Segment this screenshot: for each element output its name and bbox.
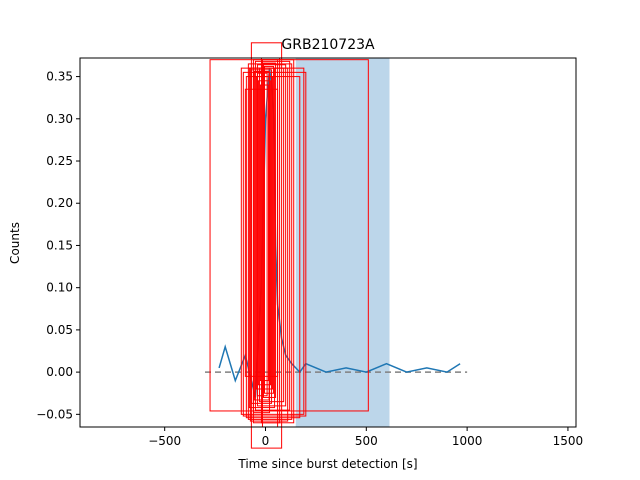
detection-box-23 [256,72,268,397]
detection-box-20 [248,67,276,409]
y-tick-label-6: 0.25 [46,154,73,168]
detection-box-21 [250,69,273,404]
x-tick-label-2: 500 [355,434,378,448]
y-tick-label-1: 0.00 [46,365,73,379]
x-tick-label-4: 1500 [553,434,584,448]
y-tick-label-4: 0.15 [46,238,73,252]
axes-frame [79,57,577,428]
detection-box-16 [255,76,274,390]
y-tick-label-7: 0.30 [46,112,73,126]
detection-box-18 [259,84,270,382]
detection-box-17 [257,80,272,386]
y-tick-label-5: 0.20 [46,196,73,210]
plot-area: −500 0 500 1000 1500 −0.05 0.00 0.05 0.10 0.15 0.2… [36,42,584,449]
y-tick-label-3: 0.10 [46,281,73,295]
x-tick-label-1: 0 [262,434,270,448]
detection-box-4 [245,76,301,419]
detection-box-22 [253,71,270,401]
y-tick-label-2: 0.05 [46,323,73,337]
detection-box-19 [244,88,279,377]
chart-title: GRB210723A [281,37,375,53]
x-tick-label-0: −500 [148,434,181,448]
detection-box-8 [254,60,291,411]
y-tick-label-0: −0.05 [36,407,73,421]
x-axis-label: Time since burst detection [s] [237,457,417,471]
detection-box-5 [247,63,293,420]
y-axis-label: Counts [8,222,22,264]
y-tick-label-8: 0.35 [46,70,73,84]
x-tick-label-3: 1000 [452,434,483,448]
